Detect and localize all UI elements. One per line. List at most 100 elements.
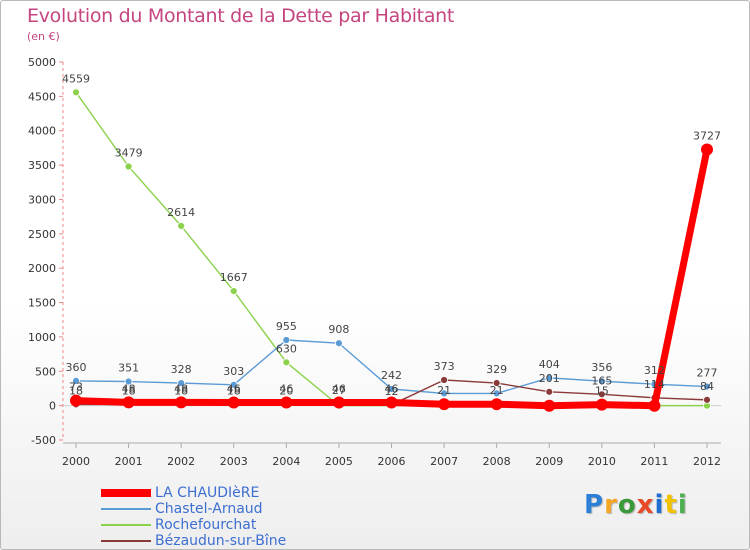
data-label: 20 <box>279 384 293 397</box>
x-tick-label: 2001 <box>115 455 143 468</box>
data-label: 373 <box>434 360 455 373</box>
data-label: 46 <box>332 382 346 395</box>
data-label: 46 <box>227 382 241 395</box>
x-tick-label: 2004 <box>272 455 300 468</box>
data-point <box>597 390 606 399</box>
y-tick-label: 3000 <box>28 193 56 206</box>
data-label: 630 <box>276 342 297 355</box>
legend-item-la-chaudiere: LA CHAUDIèRE <box>101 485 286 501</box>
x-tick-label: 2000 <box>62 455 90 468</box>
legend-label-bezaudun-sur-bine: Bézaudun-sur-Bîne <box>155 533 287 549</box>
x-tick-label: 2005 <box>325 455 353 468</box>
data-label: 908 <box>328 323 349 336</box>
unit-label: (en €) <box>27 30 60 43</box>
data-point <box>229 287 238 295</box>
y-tick-label: 5000 <box>28 56 56 69</box>
data-point <box>122 396 135 409</box>
data-point <box>595 398 608 411</box>
legend-label-chastel-arnaud: Chastel-Arnaud <box>155 501 263 517</box>
logo-letter: i <box>677 490 688 520</box>
x-tick-label: 2012 <box>693 455 721 468</box>
data-point <box>492 389 501 398</box>
data-label: 242 <box>381 369 402 382</box>
legend-item-chastel-arnaud: Chastel-Arnaud <box>101 501 286 517</box>
x-tick-label: 2010 <box>588 455 616 468</box>
data-label: 328 <box>171 363 192 376</box>
data-label: 15 <box>595 385 609 398</box>
y-tick-label: 500 <box>35 365 56 378</box>
data-point <box>282 336 291 344</box>
data-label: 12 <box>385 385 399 398</box>
data-point <box>648 399 661 412</box>
data-label: 329 <box>486 363 507 376</box>
data-point <box>492 379 501 387</box>
data-point <box>545 373 554 382</box>
y-tick-label: 4500 <box>28 90 56 103</box>
data-point <box>440 376 448 384</box>
chart-title: Evolution du Montant de la Dette par Hab… <box>27 5 455 27</box>
data-point <box>703 395 711 404</box>
data-label: 351 <box>118 362 139 375</box>
legend-item-rochefourchat: Rochefourchat <box>101 517 286 533</box>
data-label: 3727 <box>693 129 721 142</box>
data-point <box>335 339 343 348</box>
data-point <box>280 396 293 409</box>
x-tick-label: 2003 <box>220 455 248 468</box>
data-label: 312 <box>644 364 665 377</box>
x-tick-label: 2009 <box>535 455 563 468</box>
x-tick-label: 2002 <box>167 455 195 468</box>
x-tick-label: 2006 <box>378 455 406 468</box>
data-label: 114 <box>644 378 665 391</box>
data-point <box>545 387 554 396</box>
data-point <box>282 358 291 367</box>
data-label: 165 <box>591 374 612 387</box>
data-point <box>597 377 606 386</box>
data-label: 73 <box>69 381 83 394</box>
data-point <box>490 398 503 411</box>
data-point <box>72 88 80 97</box>
data-label: 277 <box>697 367 718 380</box>
data-label: 84 <box>700 380 714 393</box>
data-label: 404 <box>539 358 560 371</box>
data-point <box>72 376 80 385</box>
data-point <box>543 399 556 412</box>
data-point <box>177 222 186 230</box>
data-point <box>124 377 133 386</box>
logo-letter: t <box>664 490 678 520</box>
data-point <box>229 380 238 389</box>
y-tick-label: 3500 <box>28 159 56 172</box>
data-label: 18 <box>122 384 136 397</box>
legend-item-bezaudun-sur-bine: Bézaudun-sur-Bîne <box>101 533 286 549</box>
data-point <box>177 379 186 387</box>
data-label: 46 <box>385 382 399 395</box>
data-point <box>440 389 448 398</box>
data-label: 3479 <box>115 147 143 160</box>
data-point <box>175 396 188 409</box>
y-tick-label: 1000 <box>28 331 56 344</box>
data-point <box>124 162 133 171</box>
y-tick-label: -500 <box>31 434 56 447</box>
data-point <box>227 396 240 409</box>
data-label: 21 <box>490 384 504 397</box>
legend-swatch-bezaudun-sur-bine <box>101 540 151 542</box>
legend-label-rochefourchat: Rochefourchat <box>155 517 257 533</box>
data-label: 48 <box>174 382 188 395</box>
data-label: 360 <box>66 361 87 374</box>
y-tick-label: 2500 <box>28 228 56 241</box>
data-point <box>332 396 345 409</box>
data-label: 1667 <box>220 271 248 284</box>
data-label: 2614 <box>167 206 195 219</box>
data-label: 18 <box>227 384 241 397</box>
logo-letter: r <box>604 490 618 520</box>
x-tick-label: 2011 <box>640 455 668 468</box>
data-label: 27 <box>332 384 346 397</box>
data-point <box>701 143 713 156</box>
data-label: 48 <box>122 382 136 395</box>
legend-swatch-la-chaudiere <box>101 489 151 497</box>
y-tick-label: 4000 <box>28 125 56 138</box>
y-tick-label: 2000 <box>28 262 56 275</box>
logo-letter: P <box>584 490 605 520</box>
data-label: 356 <box>591 361 612 374</box>
